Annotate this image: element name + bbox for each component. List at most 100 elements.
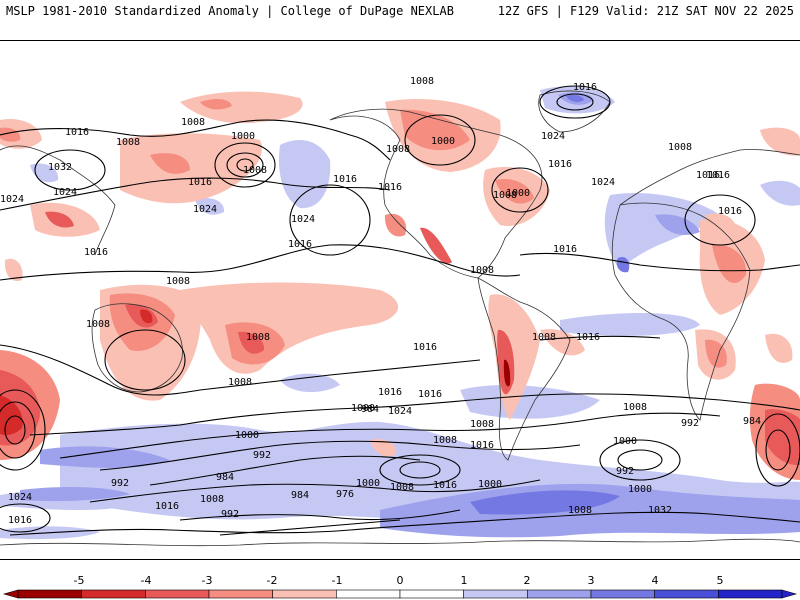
coastline-europe-asia [0,145,800,256]
anomaly-region-negative [4,258,23,282]
anomaly-map: 1008 1016 1008 1000 1024 1008 1032 1016 1024 1008… [0,76,800,547]
isobar-contour [149,455,421,486]
isobar-label: 992 [616,466,634,477]
isobar-label: 1016 [378,387,402,398]
colorbar-swatch [463,589,528,599]
isobar-contour [9,511,800,536]
isobar-label: 1000 [613,436,637,447]
colorbar-tick-label: 2 [524,574,531,587]
isobar-label: 1016 [333,174,357,185]
anomaly-region-negative [765,333,793,363]
isobar-label: 992 [111,478,129,489]
anomaly-region-positive [280,373,340,393]
colorbar-tick-label: -3 [202,574,213,587]
isobar-contour [755,413,800,487]
isobar-label: 1000 [431,136,455,147]
isobar-contour [765,429,791,471]
isobar-contour [599,439,681,481]
isobar-label: 1032 [648,505,672,516]
isobar-contour [89,479,541,503]
isobar-contour [34,149,106,191]
isobar-label: 1016 [696,170,720,181]
isobar-label: 1008 [200,494,224,505]
isobar-label: 1008 [668,142,692,153]
isobar-contour [289,184,371,256]
coastline-antarctica [0,538,800,547]
anomaly-region-negative [140,309,153,324]
anomaly-region-positive [30,163,59,183]
isobar-contour [556,93,594,111]
colorbar-tick-label: -4 [141,574,152,587]
coastlines [0,90,800,547]
isobar-label: 1016 [706,170,730,181]
colorbar-swatch [336,589,401,599]
isobar-label: 1016 [8,515,32,526]
isobar-label: 1008 [410,76,434,87]
anomaly-region-negative [45,211,74,228]
anomaly-region-positive [470,490,620,515]
isobar-contour [214,142,276,188]
anomaly-shading [0,86,800,540]
anomaly-colorbar: -5 -4 -3 -2 -1 0 1 2 3 4 5 [2,574,798,599]
colorbar-swatch [81,589,146,599]
isobar-label: 1008 [166,276,190,287]
isobar-labels: 1008 1016 1008 1000 1024 1008 1032 1016 1024 1008… [0,76,761,526]
colorbar-swatch [590,589,655,599]
coastline-australia [91,303,183,393]
isobar-label: 992 [253,450,271,461]
anomaly-region-negative [540,329,585,356]
anomaly-region-positive [460,385,600,419]
colorbar-tick-label: 4 [652,574,659,587]
model-run-info: 12Z GFS | F129 Valid: 21Z SAT NOV 22 202… [497,4,794,18]
anomaly-region-negative [488,294,540,420]
anomaly-region-negative [503,359,511,387]
isobar-label: 1008 [181,117,205,128]
isobar-label: 1016 [573,82,597,93]
coastline-greenland [538,90,611,133]
isobar-contours [0,85,800,536]
isobar-label: 1000 [478,479,502,490]
colorbar-tick-label: 0 [397,574,404,587]
anomaly-region-negative [384,213,407,237]
anomaly-region-positive [560,313,700,336]
isobar-label: 1016 [576,332,600,343]
isobar-label: 1016 [470,440,494,451]
isobar-label: 1008 [433,435,457,446]
isobar-label: 984 [743,416,761,427]
anomaly-region-negative [420,227,452,264]
isobar-contour [491,167,549,213]
isobar-contour [104,329,186,391]
anomaly-region-negative [400,109,470,151]
anomaly-region-negative [765,409,800,466]
anomaly-region-positive [655,214,700,235]
isobar-label: 1008 [470,419,494,430]
isobar-contour [59,412,721,459]
isobar-label: 1008 [86,319,110,330]
isobar-label: 1000 [506,188,530,199]
map-title: MSLP 1981-2010 Standardized Anomaly | Co… [6,4,454,18]
isobar-label: 1000 [356,478,380,489]
isobar-label: 1016 [548,159,572,170]
isobar-label: 1008 [532,332,556,343]
colorbar-right-arrow [781,589,798,599]
isobar-label: 1008 [246,332,270,343]
isobar-label: 1024 [291,214,315,225]
isobar-label: 984 [291,490,309,501]
isobar-label: 1016 [413,342,437,353]
map-frame [0,40,800,560]
isobar-label: 1024 [8,492,32,503]
colorbar-swatch [399,589,464,599]
coastline-africa [611,202,751,421]
colorbar-swatch [208,589,273,599]
isobar-label: 1024 [388,406,412,417]
colorbar-tick-label: 3 [588,574,595,587]
anomaly-region-negative [760,127,800,156]
anomaly-region-negative [712,244,747,284]
anomaly-region-positive [760,180,800,206]
anomaly-region-negative [495,178,534,204]
anomaly-region-positive [616,256,630,273]
anomaly-region-negative [705,339,727,368]
anomaly-region-positive [604,192,720,270]
colorbar-tick-label: -5 [74,574,85,587]
isobar-label: 1016 [188,177,212,188]
